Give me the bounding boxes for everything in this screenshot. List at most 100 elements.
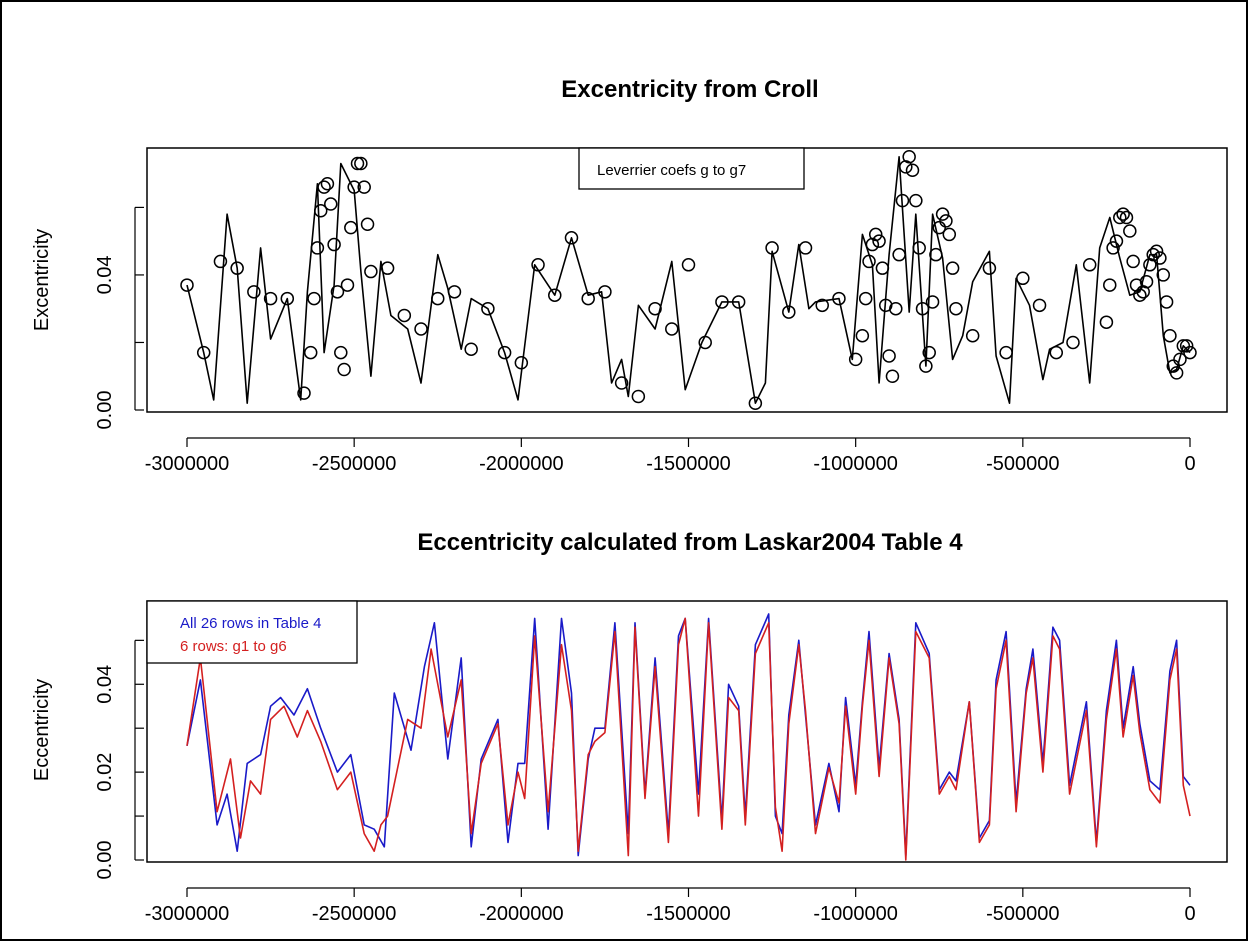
data-point-marker [397, 308, 412, 323]
x-tick-label: 0 [1184, 453, 1195, 475]
data-point-marker [263, 291, 278, 306]
data-point-marker [303, 345, 318, 360]
data-point-marker [889, 301, 903, 316]
data-point-marker [1049, 345, 1064, 360]
data-point-marker [1156, 268, 1171, 282]
data-point-marker [681, 258, 696, 272]
y-axis: 0.00 0.04 [94, 206, 144, 430]
data-point-marker [1032, 298, 1047, 313]
data-point-marker [929, 247, 943, 262]
data-point-marker [213, 254, 228, 269]
data-point-marker [1139, 274, 1154, 289]
y-tick-label: 0.00 [94, 841, 116, 880]
data-point-marker [748, 396, 763, 410]
data-point-marker [337, 362, 351, 377]
data-point-marker [1082, 258, 1097, 272]
x-tick-label: -1500000 [646, 903, 731, 925]
data-point-marker [1126, 254, 1140, 269]
data-point-marker [982, 261, 997, 275]
y-axis-label: Eccentricity [31, 679, 53, 781]
data-point-marker [497, 345, 512, 360]
data-point-marker [598, 285, 612, 299]
x-tick-label: -2500000 [312, 453, 397, 475]
x-tick-label: -2000000 [479, 903, 564, 925]
data-point-marker [698, 335, 712, 350]
data-point-marker [912, 241, 926, 255]
data-point-marker [464, 342, 478, 356]
y-tick-label: 0.00 [94, 391, 116, 430]
data-point-marker [564, 231, 579, 245]
data-point-marker [875, 261, 890, 275]
chart-title: Excentricity from Croll [561, 76, 818, 103]
data-point-marker [895, 193, 910, 208]
x-tick-label: -2000000 [479, 453, 564, 475]
data-point-marker [280, 291, 295, 306]
laskar-chart: Eccentricity calculated from Laskar2004 … [31, 529, 1228, 925]
data-point-marker [350, 156, 365, 171]
data-point-marker [1123, 224, 1137, 238]
data-point-marker [327, 237, 341, 252]
data-point-marker [581, 291, 595, 306]
data-point-marker [1119, 210, 1134, 225]
data-point-marker [798, 241, 813, 255]
x-tick-label: -3000000 [145, 453, 230, 475]
data-point-marker [317, 180, 331, 194]
data-point-marker [247, 285, 261, 299]
data-point-marker [731, 295, 746, 309]
data-point-marker [1099, 315, 1114, 329]
data-point-marker [945, 261, 960, 275]
data-point-marker [715, 295, 729, 309]
data-point-marker [858, 291, 873, 306]
data-point-marker [1066, 335, 1080, 350]
x-axis: -3000000 -2500000 -2000000 -1500000 -1000000… [145, 887, 1196, 925]
x-tick-label: -2500000 [312, 903, 397, 925]
data-point-marker [922, 345, 936, 360]
data-point-marker [862, 254, 876, 269]
data-point-marker [340, 278, 355, 292]
data-point-marker [1153, 251, 1167, 265]
data-point-marker [939, 214, 953, 228]
data-point-marker [354, 156, 368, 171]
data-point-marker [1183, 345, 1197, 360]
data-point-marker [447, 285, 462, 299]
y-axis-label: Excentricity [31, 229, 53, 331]
series-line [186, 156, 1191, 405]
x-tick-label: -3000000 [145, 903, 230, 925]
data-point-marker [782, 305, 796, 319]
data-point-marker [965, 328, 980, 343]
x-tick-label: -1000000 [813, 903, 898, 925]
data-point-marker [1159, 295, 1174, 309]
y-tick-label: 0.04 [94, 665, 116, 704]
data-point-marker [230, 261, 244, 275]
data-point-marker [357, 180, 371, 194]
data-point-marker [949, 301, 963, 316]
series-lines [186, 156, 1191, 405]
data-point-marker [310, 241, 325, 255]
legend-entry: Leverrier coefs g to g7 [597, 162, 746, 179]
data-point-marker [360, 217, 375, 232]
data-point-marker [892, 247, 906, 262]
data-point-marker [915, 301, 930, 316]
x-tick-label: -1000000 [813, 453, 898, 475]
data-point-marker [313, 204, 328, 218]
data-point-marker [1016, 271, 1030, 286]
legend-entry-six-rows: 6 rows: g1 to g6 [180, 638, 287, 655]
data-point-marker [631, 389, 646, 404]
data-point-marker [431, 291, 445, 306]
x-tick-label: -500000 [986, 453, 1059, 475]
data-point-marker [344, 220, 358, 235]
data-point-marker [330, 285, 345, 299]
data-point-marker [1146, 247, 1160, 262]
chart-title: Eccentricity calculated from Laskar2004 … [417, 529, 963, 556]
data-point-marker [1109, 234, 1124, 248]
data-point-marker [919, 359, 933, 373]
y-tick-label: 0.02 [94, 753, 116, 792]
series-line-1 [186, 617, 1191, 861]
croll-chart: Excentricity from Croll Excentricity -30… [31, 76, 1228, 475]
series-lines [186, 613, 1191, 861]
data-point-marker [320, 177, 335, 191]
data-point-marker [942, 227, 957, 242]
data-point-marker [297, 386, 311, 400]
